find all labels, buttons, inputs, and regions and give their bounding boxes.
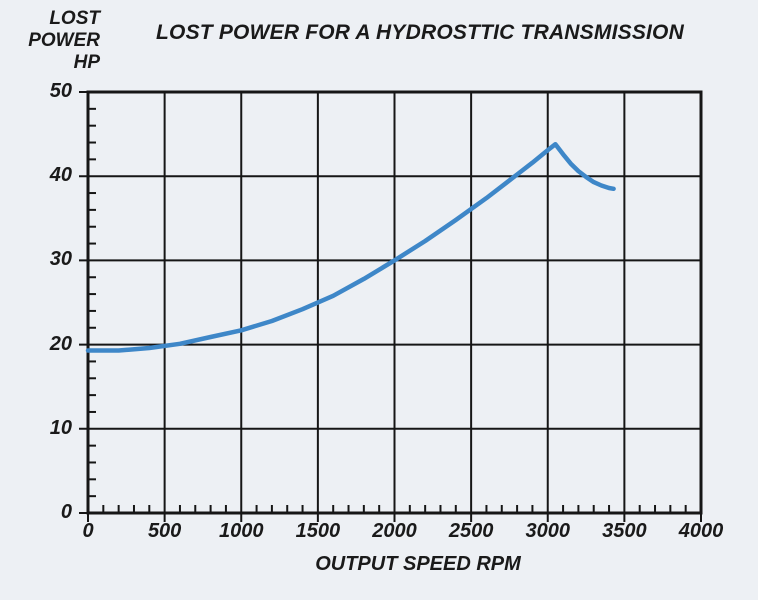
y-axis-label: LOST POWER HP	[18, 8, 100, 74]
lost-power-curve	[85, 141, 616, 353]
x-axis-label: OUTPUT SPEED RPM	[315, 553, 521, 575]
y-axis-label-line2: POWER	[28, 30, 100, 51]
x-tick-label: 1000	[219, 520, 264, 542]
y-tick-label: 30	[49, 248, 72, 271]
x-tick-label: 3000	[525, 520, 571, 542]
y-axis-label-line3: HP	[73, 52, 100, 73]
chart-title: LOST POWER FOR A HYDROSTTIC TRANSMISSION	[156, 21, 684, 44]
y-tick-label: 10	[49, 416, 72, 439]
y-tick-label: 50	[49, 80, 72, 102]
x-tick-label: 0	[82, 520, 94, 542]
x-tick-label: 500	[147, 520, 182, 542]
y-tick-label: 20	[49, 332, 72, 355]
x-tick-label: 2000	[372, 520, 417, 542]
x-tick-label: 1500	[295, 520, 341, 542]
y-axis-label-line1: LOST	[49, 8, 100, 29]
x-tick-label: 2500	[448, 520, 494, 542]
x-tick-label: 3500	[602, 520, 647, 542]
plot-border	[86, 90, 703, 515]
y-tick-label: 0	[60, 501, 72, 523]
y-tick-label: 40	[49, 164, 72, 187]
x-tick-label: 4000	[678, 520, 724, 542]
